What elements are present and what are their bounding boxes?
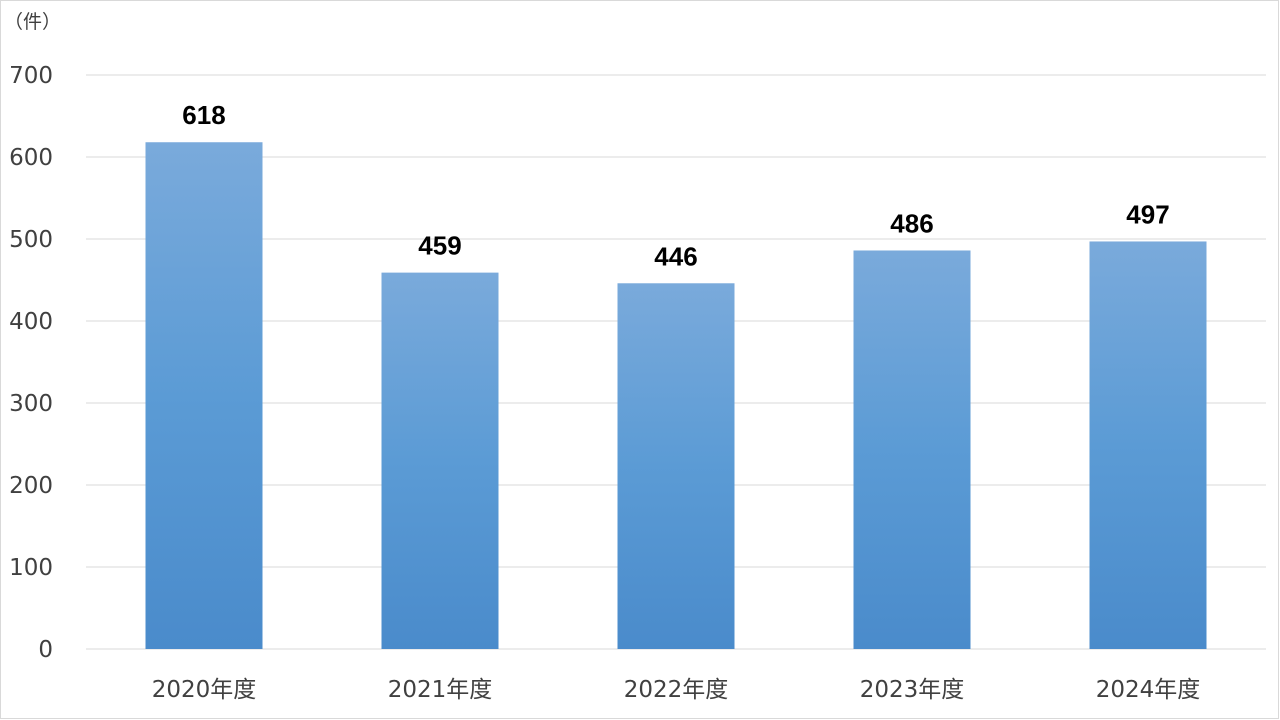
bars [145,142,1207,650]
bar [1089,241,1207,649]
data-label: 486 [890,208,933,238]
bar [853,250,971,650]
bar [145,142,263,650]
data-label: 459 [418,231,461,261]
y-tick-label: 500 [9,227,53,253]
data-label: 497 [1126,199,1169,229]
y-axis-unit-label: （件） [4,11,61,33]
category-label: 2022年度 [624,677,729,703]
y-tick-label: 300 [9,391,53,417]
category-label: 2024年度 [1096,677,1201,703]
data-label: 446 [654,241,697,271]
data-labels: 618 459 446 486 497 [182,100,1169,271]
gridlines [86,74,1266,650]
category-label: 2021年度 [388,677,493,703]
y-tick-label: 200 [9,473,53,499]
y-tick-label: 100 [9,555,53,581]
y-axis-tick-labels: 0 100 200 300 400 500 600 700 [9,63,53,663]
bar [381,272,499,649]
y-tick-label: 600 [9,145,53,171]
y-tick-label: 700 [9,63,53,89]
category-label: 2023年度 [860,677,965,703]
y-tick-label: 0 [38,637,53,663]
category-label: 2020年度 [152,677,257,703]
category-labels: 2020年度 2021年度 2022年度 2023年度 2024年度 [152,677,1201,703]
bar [617,283,735,649]
data-label: 618 [182,100,225,130]
y-tick-label: 400 [9,309,53,335]
